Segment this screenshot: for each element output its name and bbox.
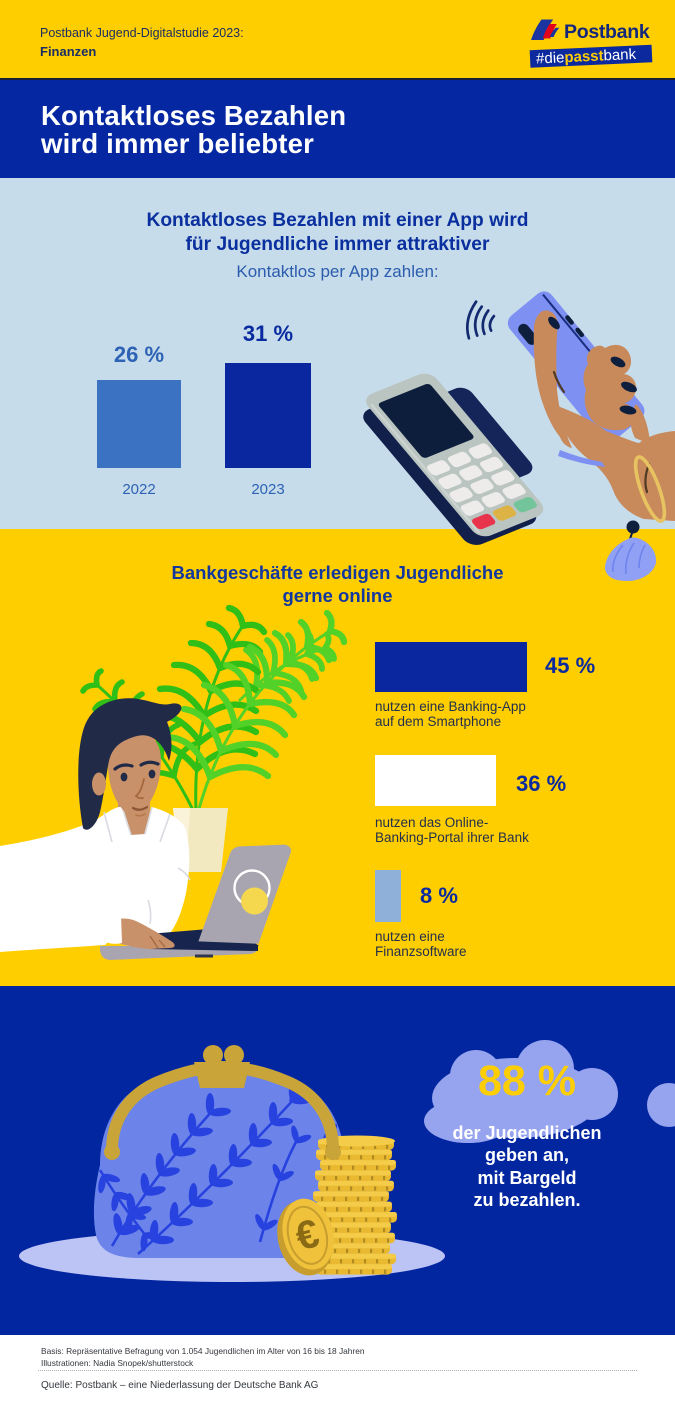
svg-text:#diepasstbank: #diepasstbank bbox=[536, 46, 637, 68]
svg-text:Postbank: Postbank bbox=[564, 21, 650, 43]
